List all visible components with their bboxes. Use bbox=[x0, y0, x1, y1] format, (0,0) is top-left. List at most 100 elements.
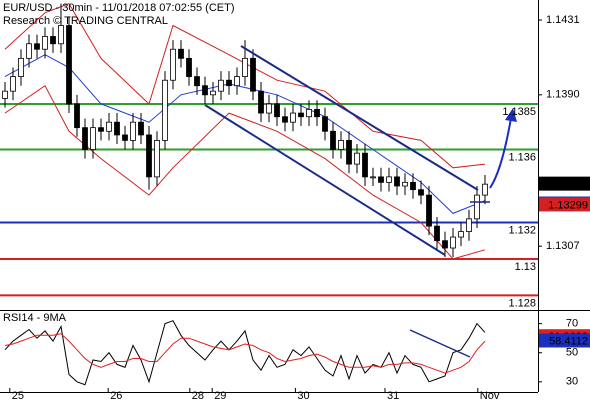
projection-arrow bbox=[489, 117, 512, 189]
candle-body bbox=[322, 116, 328, 132]
level-label: 1.13 bbox=[515, 261, 536, 273]
candle-body bbox=[298, 112, 304, 118]
candle-body bbox=[170, 48, 176, 81]
candle-body bbox=[330, 130, 336, 150]
candle-body bbox=[242, 57, 248, 77]
candle-body bbox=[442, 240, 448, 249]
candle-body bbox=[202, 85, 208, 96]
candle-body bbox=[18, 57, 24, 77]
x-tick-label: Nov bbox=[480, 390, 500, 400]
candle-body bbox=[458, 231, 464, 238]
x-tick-label: 28 bbox=[192, 390, 204, 400]
y-tick-label: 1.1307 bbox=[546, 240, 580, 252]
candle-body bbox=[74, 103, 80, 129]
candle-body bbox=[466, 218, 472, 232]
candle-body bbox=[34, 43, 40, 50]
candle-body bbox=[106, 121, 112, 132]
rsi-title: RSI14 - 9MA bbox=[3, 312, 67, 324]
y-tick-label: 70 bbox=[566, 318, 578, 330]
candle-body bbox=[346, 140, 352, 165]
level-label: 1.132 bbox=[508, 224, 536, 236]
candle-body bbox=[450, 236, 456, 249]
candle-body bbox=[2, 90, 8, 99]
price-tag-label: 1.13299 bbox=[548, 199, 588, 211]
candle-body bbox=[162, 79, 168, 141]
candle-body bbox=[482, 183, 488, 196]
candle-body bbox=[258, 90, 264, 114]
indicator-line bbox=[4, 2, 486, 169]
candle-body bbox=[250, 57, 256, 92]
candle-body bbox=[394, 176, 400, 187]
price-tag bbox=[539, 197, 590, 212]
x-tick-label: 25 bbox=[12, 390, 24, 400]
candle-body bbox=[122, 134, 128, 141]
candle-body bbox=[146, 134, 152, 178]
price-tag-label: 58.4112 bbox=[549, 335, 588, 347]
price-tag bbox=[539, 333, 590, 348]
x-tick-label: 29 bbox=[214, 390, 226, 400]
level-label: 1.1385 bbox=[502, 106, 536, 118]
candle-body bbox=[338, 140, 344, 150]
candle-body bbox=[418, 189, 424, 196]
candle-body bbox=[234, 76, 240, 87]
arrow-head bbox=[505, 108, 517, 122]
x-tick-label: 26 bbox=[110, 390, 122, 400]
chart-title: EUR/USD - 30min - 11/01/2018 07:02:55 (C… bbox=[3, 2, 235, 14]
candle-body bbox=[10, 76, 16, 92]
candle-body bbox=[274, 103, 280, 118]
chart-subtitle: Research © TRADING CENTRAL bbox=[3, 15, 168, 27]
candle-body bbox=[378, 176, 384, 183]
rsi-line bbox=[4, 333, 486, 374]
y-tick-label: 1.1431 bbox=[546, 14, 580, 26]
candle-body bbox=[386, 176, 392, 183]
candle-body bbox=[266, 103, 272, 114]
candle-body bbox=[66, 25, 72, 105]
candle-body bbox=[370, 176, 376, 179]
y-tick-label: 30 bbox=[566, 376, 578, 388]
candle-body bbox=[362, 152, 368, 178]
rsi-line bbox=[4, 320, 486, 386]
indicator-line bbox=[4, 84, 486, 260]
candle-body bbox=[114, 121, 120, 136]
candle-body bbox=[26, 43, 32, 59]
price-tag-label: 1.13413 bbox=[548, 179, 588, 191]
front-layer: 1.1431 1.1390 1.1307 1.1385 1.136 1.132 1.13 1.… bbox=[9, 14, 590, 400]
y-tick-label: 1.1390 bbox=[546, 89, 580, 101]
overlay-layer bbox=[0, 2, 538, 386]
candle-body bbox=[474, 194, 480, 220]
x-tick-label: 30 bbox=[297, 390, 309, 400]
channel-upper bbox=[240, 45, 479, 191]
candle-body bbox=[154, 140, 160, 178]
candle-body bbox=[306, 109, 312, 118]
rsi-trendline bbox=[409, 329, 471, 358]
candle-body bbox=[282, 116, 288, 123]
candle-body bbox=[314, 109, 320, 118]
candle-body bbox=[434, 225, 440, 242]
candle-body bbox=[426, 194, 432, 227]
candle-body bbox=[50, 36, 56, 45]
candle-body bbox=[402, 181, 408, 187]
channel-lower bbox=[204, 104, 446, 256]
candle-body bbox=[82, 127, 88, 150]
price-tag bbox=[539, 176, 590, 191]
candle-body bbox=[210, 90, 216, 96]
candle-body bbox=[130, 121, 136, 141]
x-tick-label: 31 bbox=[387, 390, 399, 400]
candle-body bbox=[58, 25, 64, 45]
candle-body bbox=[98, 127, 104, 132]
candle-body bbox=[138, 121, 144, 136]
y-tick-label: 50 bbox=[566, 347, 578, 359]
candle-body bbox=[194, 76, 200, 87]
level-label: 1.136 bbox=[508, 151, 536, 163]
candle-body bbox=[90, 127, 96, 150]
candle-body bbox=[226, 79, 232, 87]
candle-body bbox=[178, 48, 184, 59]
candle-body bbox=[218, 79, 224, 92]
candle-body bbox=[410, 181, 416, 191]
candle-body bbox=[290, 112, 296, 123]
candle-body bbox=[354, 152, 360, 165]
level-label: 1.128 bbox=[508, 297, 536, 309]
candle-body bbox=[42, 36, 48, 50]
